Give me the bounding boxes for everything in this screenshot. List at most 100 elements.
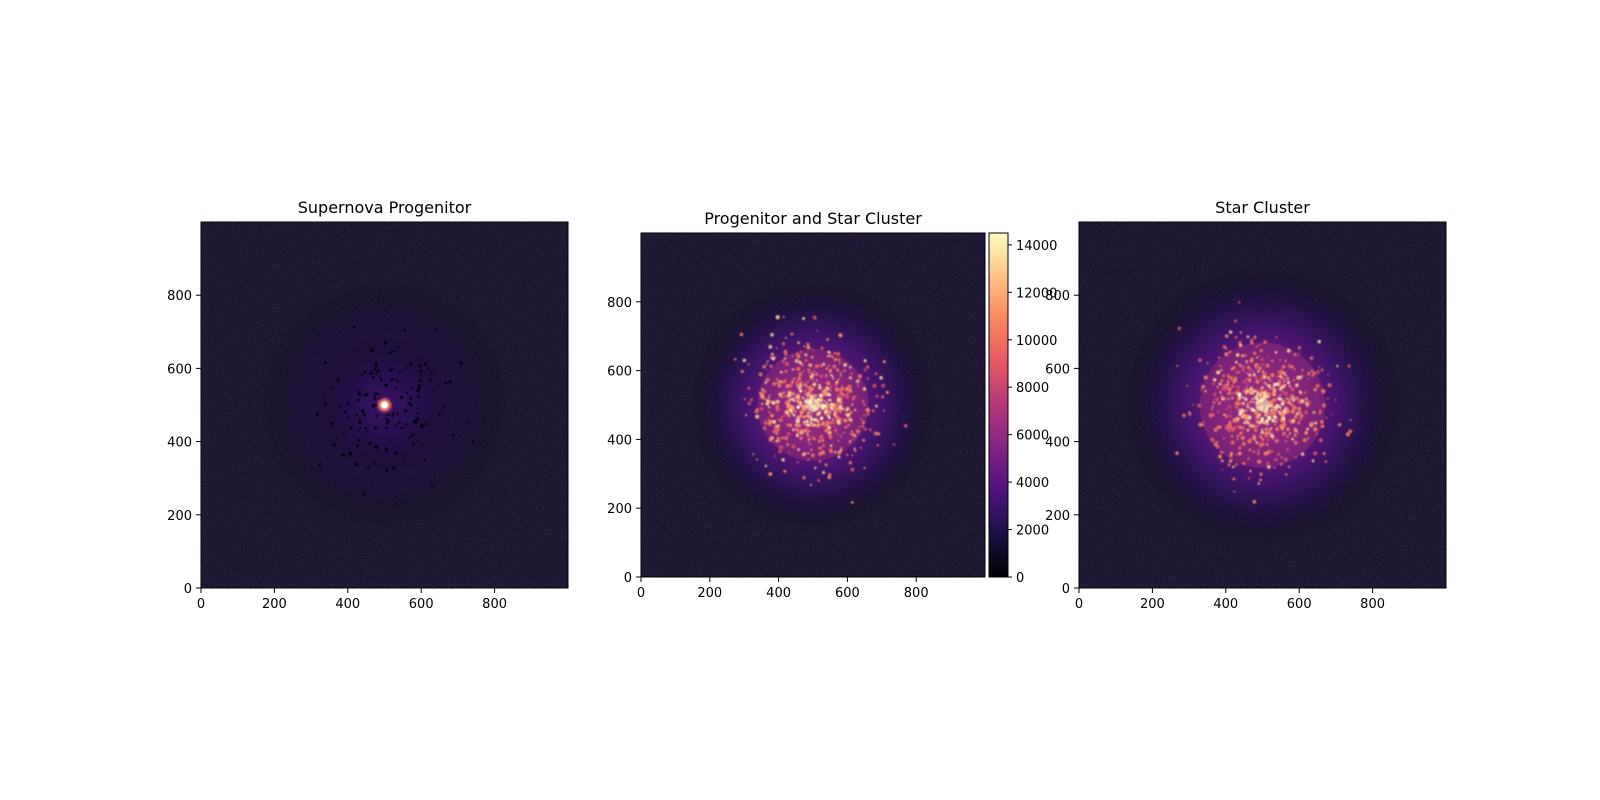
star	[1256, 451, 1260, 456]
star	[1280, 456, 1283, 459]
star	[1177, 326, 1182, 331]
star	[821, 392, 826, 397]
star	[1212, 378, 1217, 382]
star	[849, 410, 853, 415]
star	[820, 450, 825, 455]
star	[791, 354, 794, 357]
star	[1274, 408, 1279, 413]
star	[1216, 425, 1220, 429]
star	[772, 382, 776, 386]
star	[825, 367, 829, 370]
star	[844, 413, 847, 416]
x-tick-label: 800	[1360, 597, 1385, 612]
star	[1245, 409, 1248, 412]
star	[1204, 389, 1207, 393]
star	[851, 432, 856, 437]
star	[838, 362, 840, 365]
y-tick-label: 0	[184, 582, 192, 597]
speckle	[448, 379, 453, 384]
speckle	[430, 483, 434, 487]
star	[826, 387, 830, 390]
star	[1287, 364, 1292, 369]
speckle	[472, 324, 475, 327]
star	[1265, 451, 1270, 455]
star	[805, 414, 809, 418]
speckle	[423, 458, 427, 462]
star	[863, 368, 867, 372]
star	[1228, 429, 1231, 433]
star	[1280, 398, 1283, 401]
star	[791, 380, 794, 384]
star	[1322, 452, 1326, 455]
star	[845, 406, 850, 411]
star	[1201, 384, 1205, 389]
star	[814, 466, 817, 470]
star	[1263, 375, 1267, 379]
star	[853, 447, 856, 450]
star	[1292, 438, 1295, 441]
speckle	[398, 421, 401, 424]
star	[763, 397, 765, 400]
star	[1230, 396, 1234, 400]
speckle	[399, 371, 402, 374]
x-tick-label: 0	[197, 597, 205, 612]
panel-1: Supernova Progenitor 0 200 400 600 800 0 200 400…	[167, 198, 569, 612]
star	[1286, 448, 1289, 451]
star	[1276, 415, 1278, 418]
star	[1249, 437, 1253, 442]
speckle	[419, 373, 422, 376]
star	[1336, 365, 1339, 368]
star	[1307, 371, 1311, 376]
speckle	[443, 381, 448, 386]
star	[1312, 410, 1316, 414]
star	[808, 442, 812, 446]
panel-title: Supernova Progenitor	[298, 198, 472, 217]
star	[1283, 383, 1287, 387]
speckle	[366, 430, 369, 433]
star	[790, 391, 795, 396]
speckle	[433, 390, 436, 393]
star	[795, 381, 799, 385]
star	[829, 368, 832, 371]
star	[1237, 389, 1241, 393]
speckle	[360, 373, 364, 376]
star	[1254, 366, 1258, 370]
star	[1218, 401, 1222, 405]
speckle	[404, 366, 408, 369]
star	[1224, 352, 1229, 357]
star	[762, 364, 766, 369]
star	[807, 371, 810, 374]
speckle	[386, 414, 390, 417]
star	[820, 346, 824, 351]
speckle	[402, 458, 405, 461]
star	[1317, 339, 1321, 344]
x-tick-label: 400	[335, 597, 360, 612]
star	[1349, 418, 1352, 421]
star	[1235, 419, 1240, 423]
star	[798, 401, 802, 405]
star	[1232, 417, 1237, 422]
star	[1220, 387, 1223, 390]
star	[1299, 417, 1302, 421]
star	[1248, 424, 1252, 428]
star	[799, 388, 802, 390]
star	[812, 437, 816, 441]
star	[1230, 440, 1235, 445]
star	[1236, 434, 1239, 437]
star	[1220, 459, 1224, 463]
star	[1230, 427, 1235, 432]
star	[761, 388, 764, 391]
star	[850, 500, 854, 504]
star	[1270, 427, 1273, 430]
star	[1293, 353, 1296, 356]
star	[803, 382, 807, 387]
star	[1260, 366, 1263, 370]
star	[800, 384, 803, 388]
star	[1298, 390, 1302, 394]
star	[1253, 335, 1257, 339]
star	[1244, 414, 1248, 418]
star	[1282, 431, 1286, 435]
star	[1249, 358, 1254, 363]
star	[791, 444, 796, 449]
